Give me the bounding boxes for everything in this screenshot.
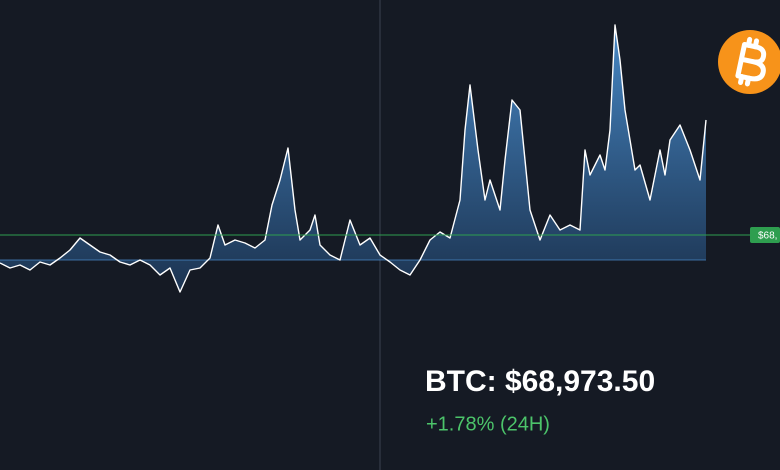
price-title: BTC: $68,973.50 <box>425 365 655 398</box>
price-tag-box <box>750 227 780 243</box>
price-tag: $68, <box>758 231 777 242</box>
area-fill <box>0 25 706 292</box>
price-line-path <box>0 24 707 293</box>
change-subtitle: +1.78% (24H) <box>426 413 550 435</box>
bitcoin-logo <box>718 30 780 94</box>
